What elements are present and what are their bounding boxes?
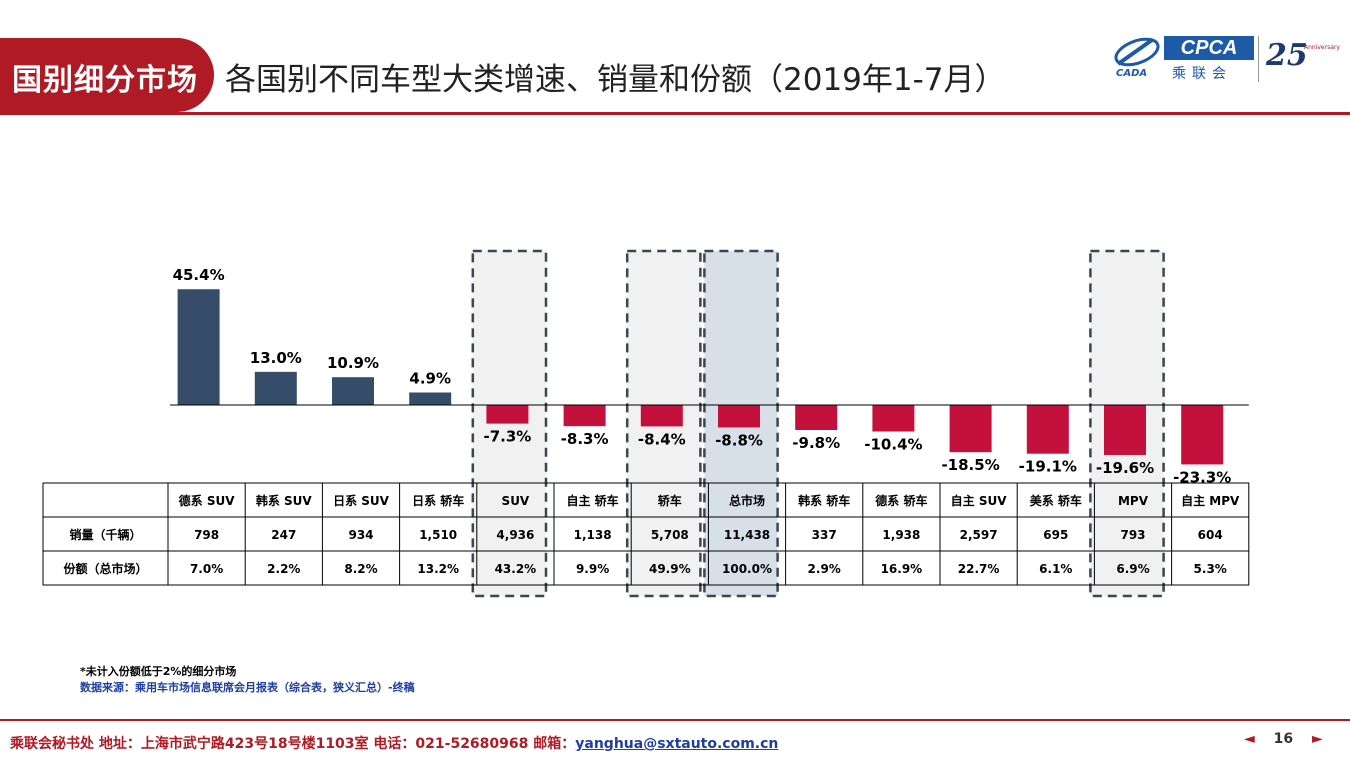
- bar-2: [332, 377, 374, 405]
- bar-value-label-4: -7.3%: [483, 428, 531, 446]
- bar-value-label-12: -19.6%: [1096, 459, 1154, 477]
- table-cell-1-7: 100.0%: [722, 562, 772, 576]
- notes-block: *未计入份额低于2%的细分市场 数据来源：乘用车市场信息联席会月报表（综合表，狭…: [80, 664, 415, 696]
- table-cell-1-12: 6.9%: [1116, 562, 1149, 576]
- bar-9: [872, 405, 915, 432]
- table-cell-1-1: 2.2%: [267, 562, 300, 576]
- section-tab: [0, 38, 214, 112]
- growth-bar-chart: 45.4% 13.0% 10.9% 4.9% -7.3% -8.3% -8.4% -8.8% -…: [42, 249, 1250, 598]
- bar-1: [254, 371, 297, 405]
- table-cell-0-7: 11,438: [724, 528, 770, 542]
- footnote: *未计入份额低于2%的细分市场: [80, 665, 237, 678]
- table-cell-1-8: 2.9%: [808, 562, 841, 576]
- data-source-note: 数据来源：乘用车市场信息联席会月报表（综合表，狭义汇总）-终稿: [80, 681, 415, 694]
- bar-value-label-9: -10.4%: [864, 436, 922, 454]
- table-cell-0-13: 604: [1198, 528, 1223, 542]
- bar-value-label-2: 10.9%: [327, 354, 379, 372]
- bar-value-label-11: -19.1%: [1019, 458, 1077, 476]
- table-cell-0-10: 2,597: [960, 528, 998, 542]
- table-cell-0-3: 1,510: [419, 528, 457, 542]
- table-cell-1-2: 8.2%: [344, 562, 377, 576]
- table-cell-0-5: 1,138: [574, 528, 612, 542]
- anniversary-number: 25: [1266, 38, 1308, 73]
- prev-page-icon[interactable]: ◄: [1244, 731, 1255, 747]
- section-tab-label: 国别细分市场: [12, 63, 198, 98]
- bar-6: [640, 405, 683, 427]
- page-title: 各国别不同车型大类增速、销量和份额（2019年1-7月）: [225, 62, 1006, 98]
- table-cell-0-0: 798: [194, 528, 219, 542]
- category-label-11: 美系 轿车: [1030, 493, 1082, 508]
- bar-value-label-7: -8.8%: [715, 431, 763, 449]
- category-label-2: 日系 SUV: [333, 493, 390, 508]
- bar-value-label-6: -8.4%: [638, 430, 686, 448]
- bar-7: [718, 405, 760, 428]
- table-cell-0-12: 793: [1120, 528, 1145, 542]
- bar-3: [409, 392, 452, 405]
- bar-10: [949, 405, 992, 453]
- bar-4: [486, 405, 529, 424]
- category-label-1: 韩系 SUV: [256, 493, 313, 508]
- table-cell-0-2: 934: [348, 528, 373, 542]
- bar-8: [795, 405, 838, 430]
- table-cell-1-3: 13.2%: [417, 562, 459, 576]
- bar-value-label-13: -23.3%: [1173, 468, 1231, 486]
- category-label-4: SUV: [502, 494, 530, 508]
- bar-value-label-8: -9.8%: [792, 434, 840, 452]
- table-cell-0-11: 695: [1043, 528, 1068, 542]
- category-label-9: 德系 轿车: [875, 493, 927, 508]
- anniversary-word: Anniversary: [1304, 44, 1340, 51]
- table-cell-0-4: 4,936: [496, 528, 534, 542]
- highlight-panel-6: [625, 249, 702, 598]
- logo-separator: [1258, 36, 1259, 82]
- cpca-logo-text: CPCA: [1164, 36, 1254, 60]
- bar-value-label-5: -8.3%: [561, 430, 609, 448]
- category-label-8: 韩系 轿车: [798, 493, 850, 508]
- bar-13: [1181, 405, 1224, 465]
- bar-value-label-10: -18.5%: [941, 456, 999, 474]
- cada-logo-icon: [1114, 37, 1160, 67]
- table-cell-1-6: 49.9%: [649, 562, 691, 576]
- bar-11: [1026, 405, 1069, 454]
- table-cell-1-10: 22.7%: [958, 562, 1000, 576]
- table-cell-1-5: 9.9%: [576, 562, 609, 576]
- table-row-label-1: 份额（总市场）: [63, 561, 147, 576]
- category-label-5: 自主 轿车: [567, 493, 619, 508]
- table-cell-0-9: 1,938: [882, 528, 920, 542]
- table-cell-1-0: 7.0%: [190, 562, 223, 576]
- table-cell-1-11: 6.1%: [1039, 562, 1072, 576]
- header-divider: [0, 112, 1350, 115]
- bar-0: [177, 289, 220, 405]
- table-row-label-0: 销量（千辆）: [69, 527, 141, 542]
- page-navigation: ◄ 16 ►: [1244, 731, 1323, 747]
- category-label-13: 自主 MPV: [1181, 493, 1240, 508]
- bar-5: [563, 405, 606, 427]
- next-page-icon[interactable]: ►: [1312, 731, 1323, 747]
- category-label-0: 德系 SUV: [179, 493, 236, 508]
- bar-12: [1104, 405, 1146, 455]
- table-cell-1-9: 16.9%: [881, 562, 923, 576]
- category-label-7: 总市场: [729, 493, 765, 508]
- category-label-3: 日系 轿车: [412, 493, 464, 508]
- table-cell-0-8: 337: [812, 528, 837, 542]
- footer-divider: [0, 719, 1350, 721]
- table-cell-0-1: 247: [271, 528, 296, 542]
- footer-email-link[interactable]: yanghua@sxtauto.com.cn: [575, 736, 779, 752]
- bar-value-label-0: 45.4%: [173, 266, 225, 284]
- footer-contact-text: 乘联会秘书处 地址：上海市武宁路423号18号楼1103室 电话：021-526…: [10, 736, 576, 752]
- table-cell-1-13: 5.3%: [1194, 562, 1227, 576]
- table-border: [42, 482, 1250, 586]
- cpca-logo-cn: 乘联会: [1172, 66, 1232, 82]
- table-cell-0-6: 5,708: [651, 528, 689, 542]
- logo-group: CADA CPCA 乘联会 25 Anniversary: [1112, 36, 1342, 82]
- bar-value-label-1: 13.0%: [250, 349, 302, 367]
- category-label-10: 自主 SUV: [951, 493, 1008, 508]
- category-label-12: MPV: [1118, 494, 1149, 508]
- page-number: 16: [1273, 731, 1294, 747]
- cada-logo-text: CADA: [1116, 68, 1148, 79]
- bar-value-label-3: 4.9%: [409, 370, 451, 388]
- table-cell-1-4: 43.2%: [495, 562, 537, 576]
- footer-contact: 乘联会秘书处 地址：上海市武宁路423号18号楼1103室 电话：021-526…: [10, 733, 778, 753]
- category-label-6: 轿车: [658, 493, 682, 508]
